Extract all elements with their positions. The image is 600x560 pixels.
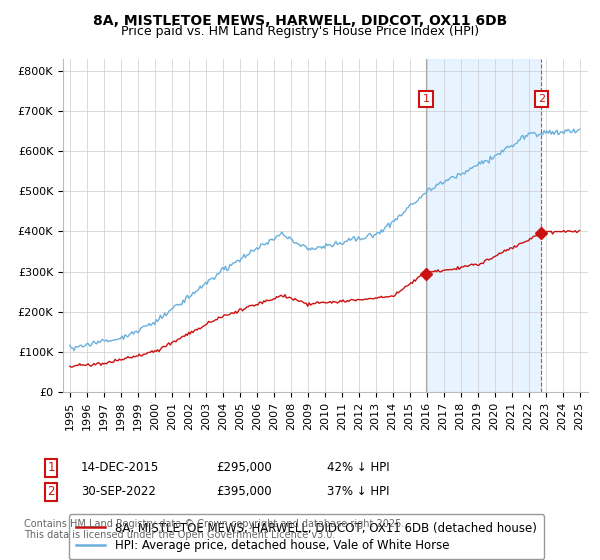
Text: 8A, MISTLETOE MEWS, HARWELL, DIDCOT, OX11 6DB: 8A, MISTLETOE MEWS, HARWELL, DIDCOT, OX1…	[93, 14, 507, 28]
Text: Price paid vs. HM Land Registry's House Price Index (HPI): Price paid vs. HM Land Registry's House …	[121, 25, 479, 38]
Bar	[426, 59, 541, 392]
Text: £295,000: £295,000	[216, 461, 272, 474]
Text: 2: 2	[47, 485, 55, 498]
Text: 42% ↓ HPI: 42% ↓ HPI	[327, 461, 389, 474]
Text: 1: 1	[47, 461, 55, 474]
Text: 14-DEC-2015: 14-DEC-2015	[81, 461, 159, 474]
Text: £395,000: £395,000	[216, 485, 272, 498]
Text: 1: 1	[422, 94, 430, 104]
Text: This data is licensed under the Open Government Licence v3.0.: This data is licensed under the Open Gov…	[24, 530, 335, 540]
Text: 2: 2	[538, 94, 545, 104]
Legend: 8A, MISTLETOE MEWS, HARWELL, DIDCOT, OX11 6DB (detached house), HPI: Average pri: 8A, MISTLETOE MEWS, HARWELL, DIDCOT, OX1…	[69, 515, 544, 559]
Text: 30-SEP-2022: 30-SEP-2022	[81, 485, 156, 498]
Text: Contains HM Land Registry data © Crown copyright and database right 2025.: Contains HM Land Registry data © Crown c…	[24, 519, 404, 529]
Text: 37% ↓ HPI: 37% ↓ HPI	[327, 485, 389, 498]
